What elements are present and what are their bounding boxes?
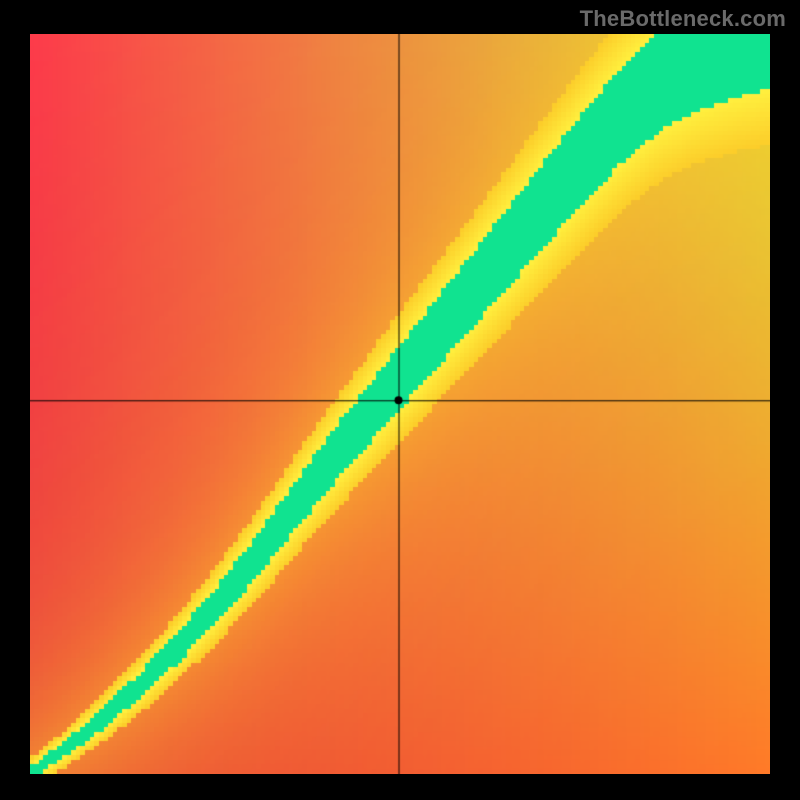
bottleneck-heatmap [30,34,770,774]
page-root: TheBottleneck.com [0,0,800,800]
watermark-text: TheBottleneck.com [580,6,786,32]
